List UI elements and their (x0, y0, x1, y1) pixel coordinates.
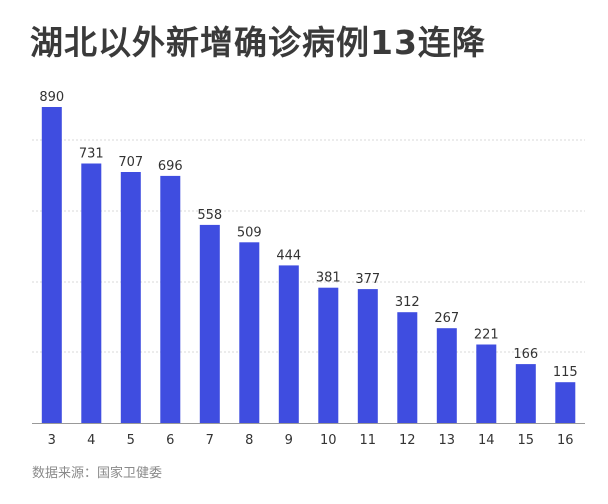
bar (318, 287, 339, 423)
data-source: 数据来源：国家卫健委 (32, 466, 163, 481)
bar (120, 172, 141, 423)
data-label: 890 (39, 90, 64, 105)
bar (278, 265, 299, 423)
bar (357, 289, 378, 423)
x-tick-label: 8 (245, 433, 253, 448)
x-tick-label: 3 (48, 433, 56, 448)
bars (41, 107, 576, 423)
bar (476, 344, 497, 423)
bar (160, 175, 181, 423)
bar (41, 107, 62, 423)
bar (239, 242, 260, 423)
data-label: 558 (197, 208, 222, 223)
bar (555, 382, 576, 423)
bar (397, 312, 418, 423)
data-label: 509 (237, 225, 262, 240)
bar (436, 328, 457, 423)
x-tick-label: 15 (518, 433, 535, 448)
data-labels: 890 731 707 696 558 509 444 381 377 312 267 221 166 1… (39, 90, 577, 380)
x-tick-label: 14 (478, 433, 495, 448)
data-label: 115 (553, 365, 578, 380)
bar (81, 163, 102, 423)
x-tick-label: 12 (399, 433, 416, 448)
bar (515, 364, 536, 423)
data-label: 221 (474, 328, 499, 343)
data-label: 707 (118, 155, 143, 170)
x-tick-label: 11 (360, 433, 377, 448)
x-tick-label: 4 (87, 433, 95, 448)
data-label: 267 (434, 311, 459, 326)
bar (199, 224, 220, 423)
data-label: 377 (355, 272, 380, 287)
data-label: 696 (158, 159, 183, 174)
x-tick-label: 6 (166, 433, 174, 448)
x-tick-label: 10 (320, 433, 337, 448)
data-label: 731 (79, 147, 104, 162)
data-label: 444 (276, 248, 301, 263)
x-tick-labels: 3 4 5 6 7 8 9 10 11 12 13 14 15 16 (48, 433, 574, 448)
x-tick-label: 5 (127, 433, 135, 448)
gridlines (32, 139, 585, 353)
chart-title: 湖北以外新增确诊病例13连降 (30, 23, 486, 62)
x-tick-label: 9 (285, 433, 293, 448)
data-label: 166 (513, 347, 538, 362)
data-label: 381 (316, 271, 341, 286)
x-tick-label: 16 (557, 433, 574, 448)
x-tick-label: 7 (206, 433, 214, 448)
x-tick-label: 13 (439, 433, 456, 448)
data-label: 312 (395, 295, 420, 310)
